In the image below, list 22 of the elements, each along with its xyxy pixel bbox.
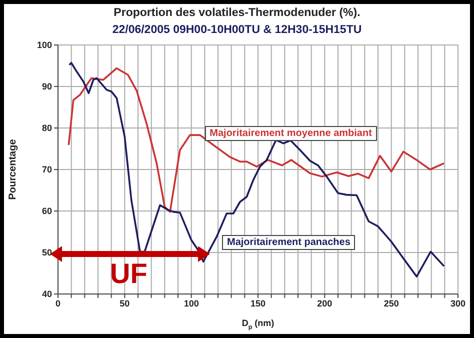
y-tick-label: 80 xyxy=(42,123,52,134)
x-tick-label: 200 xyxy=(317,298,332,308)
y-tick-label: 60 xyxy=(42,206,52,216)
line-series xyxy=(68,67,445,213)
series-label: Majoritairement moyenne ambiant xyxy=(204,126,377,141)
y-tick-label: 50 xyxy=(42,248,52,258)
chart-title: Proportion des volatiles-Thermodenuder (%). xyxy=(112,7,362,19)
x-tick-label: 150 xyxy=(250,298,266,308)
annotation: UF xyxy=(110,258,148,290)
chart-subtitle: 22/06/2005 09H00-10H00TU & 12H30-15H15TU xyxy=(111,24,363,36)
y-axis-title: Pourcentage xyxy=(8,138,19,200)
x-tick-label: 50 xyxy=(120,298,130,308)
x-tick-label: 0 xyxy=(55,298,61,308)
series-label: Majoritairement panaches xyxy=(222,234,356,250)
x-tick-label: 250 xyxy=(384,298,399,308)
y-tick-label: 90 xyxy=(42,82,52,92)
y-tick-label: 100 xyxy=(36,40,52,50)
x-tick-label: 100 xyxy=(184,298,199,308)
x-axis-title: D$_{p}$ (nm) xyxy=(242,318,274,331)
y-tick-label: 40 xyxy=(42,289,52,300)
x-tick-label: 300 xyxy=(450,298,466,308)
y-tick-label: 70 xyxy=(42,164,52,175)
